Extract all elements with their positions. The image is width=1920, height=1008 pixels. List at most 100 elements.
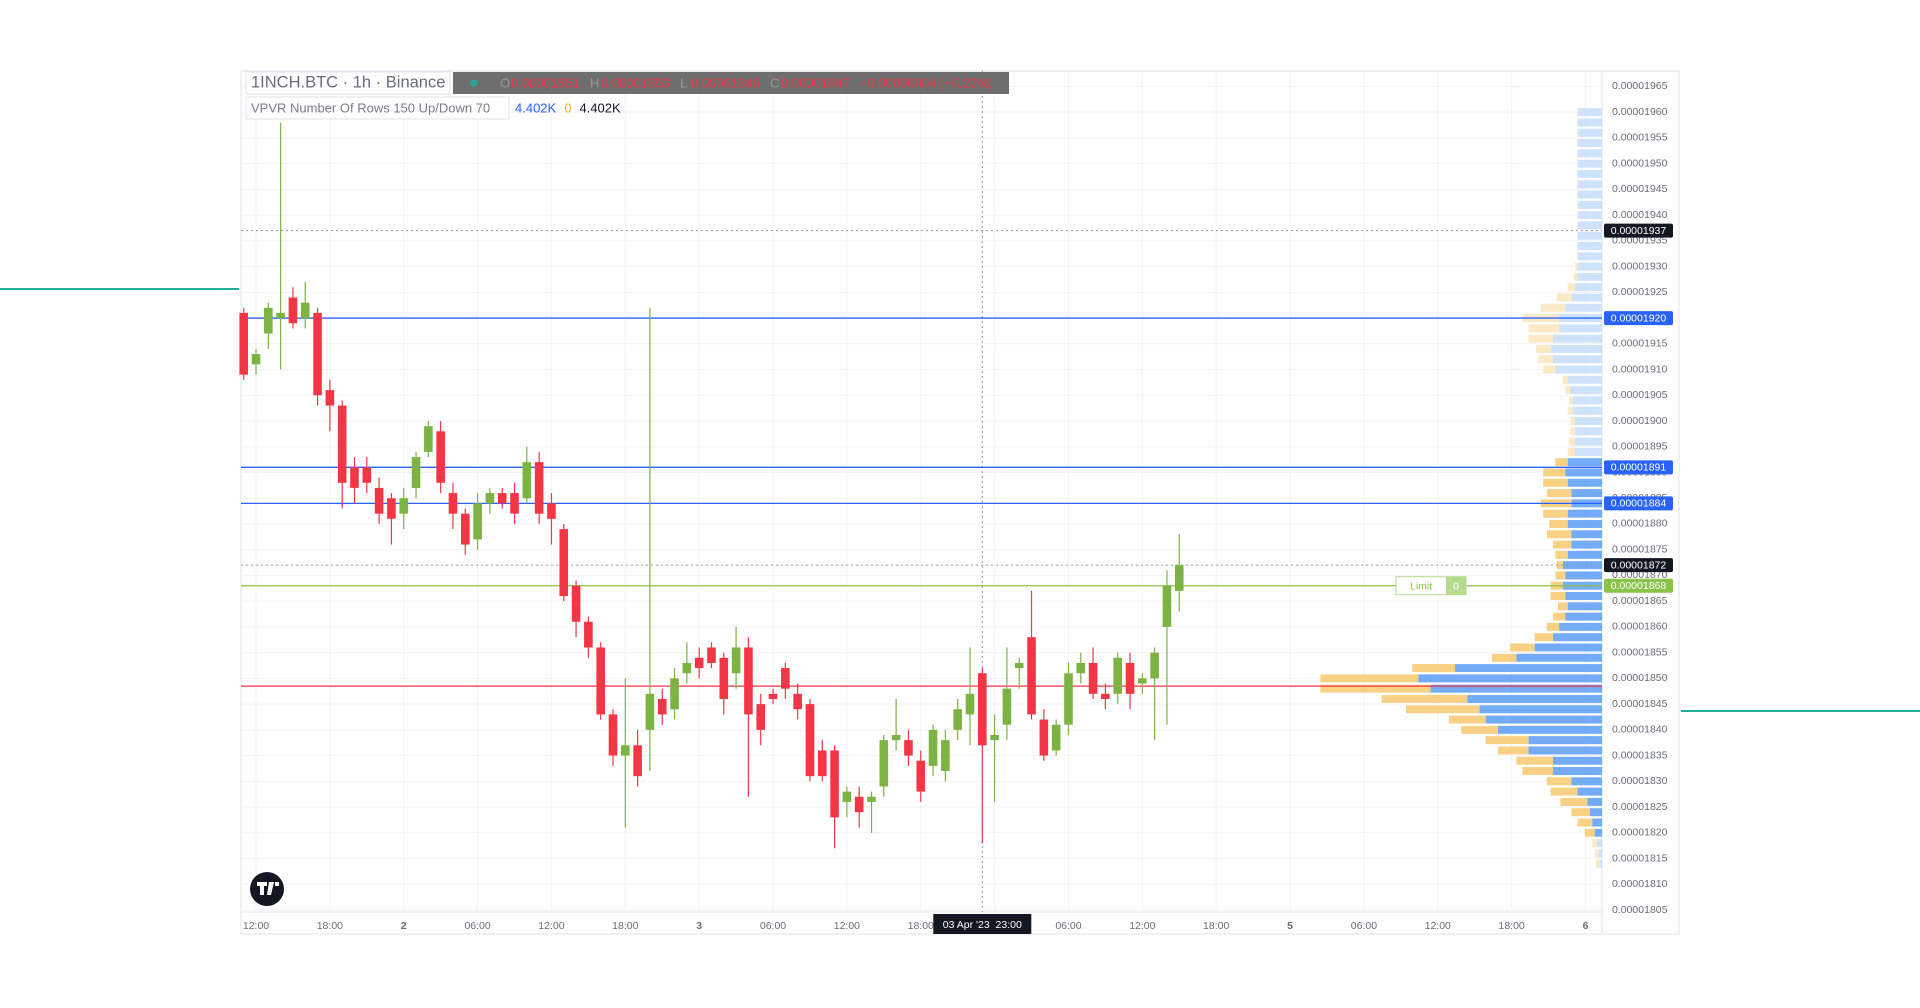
vp-up-bar <box>1572 406 1602 415</box>
symbol-box <box>245 71 451 95</box>
y-tick-label: 0.00001860 <box>1612 621 1668 633</box>
y-tick-label: 0.00001825 <box>1612 801 1668 813</box>
candle-body <box>547 503 556 519</box>
candle-body <box>497 493 507 504</box>
vp-down-bar <box>1575 262 1578 271</box>
candle-body <box>522 462 532 499</box>
candle-body <box>854 796 864 813</box>
vp-up-bar <box>1528 736 1602 745</box>
vp-down-bar <box>1584 828 1595 837</box>
vp-down-bar <box>1538 355 1554 364</box>
x-tick-label: 2 <box>401 920 407 932</box>
vp-up-bar <box>1577 262 1602 271</box>
candle-body <box>1088 662 1098 694</box>
x-tick-label: 18:00 <box>612 920 638 932</box>
x-tick-label: 18:00 <box>1498 920 1524 932</box>
candle-body <box>1039 719 1049 756</box>
vp-up-bar <box>1577 787 1602 796</box>
order-quantity: 0 <box>1453 581 1459 593</box>
candle-body <box>1174 565 1184 591</box>
candle-body <box>1051 724 1061 751</box>
x-tick-label: 12:00 <box>1425 920 1451 932</box>
vp-up-bar <box>1575 427 1602 436</box>
price-label: 0.00001872 <box>1611 559 1667 571</box>
vp-up-bar <box>1571 530 1602 539</box>
vp-up-bar <box>1577 190 1602 199</box>
y-tick-label: 0.00001805 <box>1612 904 1668 916</box>
x-tick-label: 12:00 <box>243 920 269 932</box>
candle-body <box>473 503 482 540</box>
price-label: 0.00001891 <box>1611 462 1667 474</box>
y-tick-label: 0.00001930 <box>1612 260 1668 272</box>
candle-body <box>1150 652 1159 679</box>
y-tick-label: 0.00001870 <box>1612 569 1668 581</box>
candle-body <box>374 487 384 514</box>
y-tick-label: 0.00001895 <box>1612 441 1668 453</box>
vp-up-bar <box>1577 211 1602 220</box>
candle-body <box>1076 662 1086 674</box>
candle-body <box>1014 662 1024 669</box>
order-qty-bg <box>1446 576 1466 595</box>
vp-up-bar <box>1570 386 1602 395</box>
x-tick-label: 06:00 <box>760 920 786 932</box>
ohlc-key: H <box>590 75 599 90</box>
symbol-title: 1INCH.BTC · 1h · Binance <box>251 73 445 91</box>
vp-down-bar <box>1595 859 1600 868</box>
y-tick-label: 0.00001820 <box>1612 827 1668 839</box>
price-label-bg <box>1604 311 1673 326</box>
indicator-box <box>245 96 510 120</box>
vp-up-bar <box>1592 818 1602 827</box>
candle-body <box>596 647 605 715</box>
vp-up-bar <box>1575 447 1602 456</box>
vp-up-bar <box>1575 283 1602 292</box>
vp-up-bar <box>1577 169 1602 178</box>
candle-body <box>805 704 815 777</box>
vp-down-bar <box>1568 437 1576 446</box>
vp-up-bar <box>1430 684 1602 693</box>
vp-up-bar <box>1553 767 1602 776</box>
vp-up-bar <box>1567 509 1602 518</box>
vp-down-bar <box>1571 808 1590 817</box>
candle-body <box>276 312 285 319</box>
vp-up-bar <box>1467 694 1602 703</box>
vp-up-bar <box>1516 653 1602 662</box>
x-tick-label: 3 <box>696 920 702 932</box>
vp-down-bar <box>1567 283 1576 292</box>
vp-up-bar <box>1553 756 1602 765</box>
vp-down-bar <box>1546 530 1572 539</box>
y-tick-label: 0.00001855 <box>1612 646 1668 658</box>
crosshair-label-bg <box>933 914 1032 934</box>
vp-up-bar <box>1485 715 1602 724</box>
order-label: Limit <box>1410 581 1432 593</box>
y-tick-label: 0.00001865 <box>1612 595 1668 607</box>
y-tick-label: 0.00001815 <box>1612 852 1668 864</box>
candle-body <box>387 498 396 519</box>
x-tick-label: 06:00 <box>1351 920 1377 932</box>
vp-down-bar <box>1412 664 1456 673</box>
vp-up-bar <box>1565 612 1602 621</box>
ohlc-key: L <box>680 75 687 90</box>
x-tick-label: 6 <box>1583 920 1589 932</box>
vp-up-bar <box>1559 324 1602 333</box>
candle-body <box>645 693 655 730</box>
vp-down-bar <box>1543 468 1566 477</box>
price-label: 0.00001937 <box>1611 225 1667 237</box>
candle-body <box>448 493 458 514</box>
vp-down-bar <box>1320 674 1419 683</box>
candle-body <box>965 693 975 715</box>
vp-up-bar <box>1577 128 1602 137</box>
vp-up-bar <box>1565 592 1602 601</box>
vp-down-bar <box>1516 756 1554 765</box>
vp-up-bar <box>1597 839 1602 848</box>
vp-down-bar <box>1570 417 1576 426</box>
vp-up-bar <box>1575 417 1602 426</box>
candle-body <box>978 673 987 746</box>
y-tick-label: 0.00001880 <box>1612 518 1668 530</box>
vp-up-bar <box>1594 828 1602 837</box>
y-tick-label: 0.00001935 <box>1612 235 1668 247</box>
x-tick-label: 12:00 <box>834 920 860 932</box>
ohlc-key: C <box>770 75 779 90</box>
indicator-value: 4.402K <box>579 100 621 115</box>
vp-down-bar <box>1557 602 1568 611</box>
